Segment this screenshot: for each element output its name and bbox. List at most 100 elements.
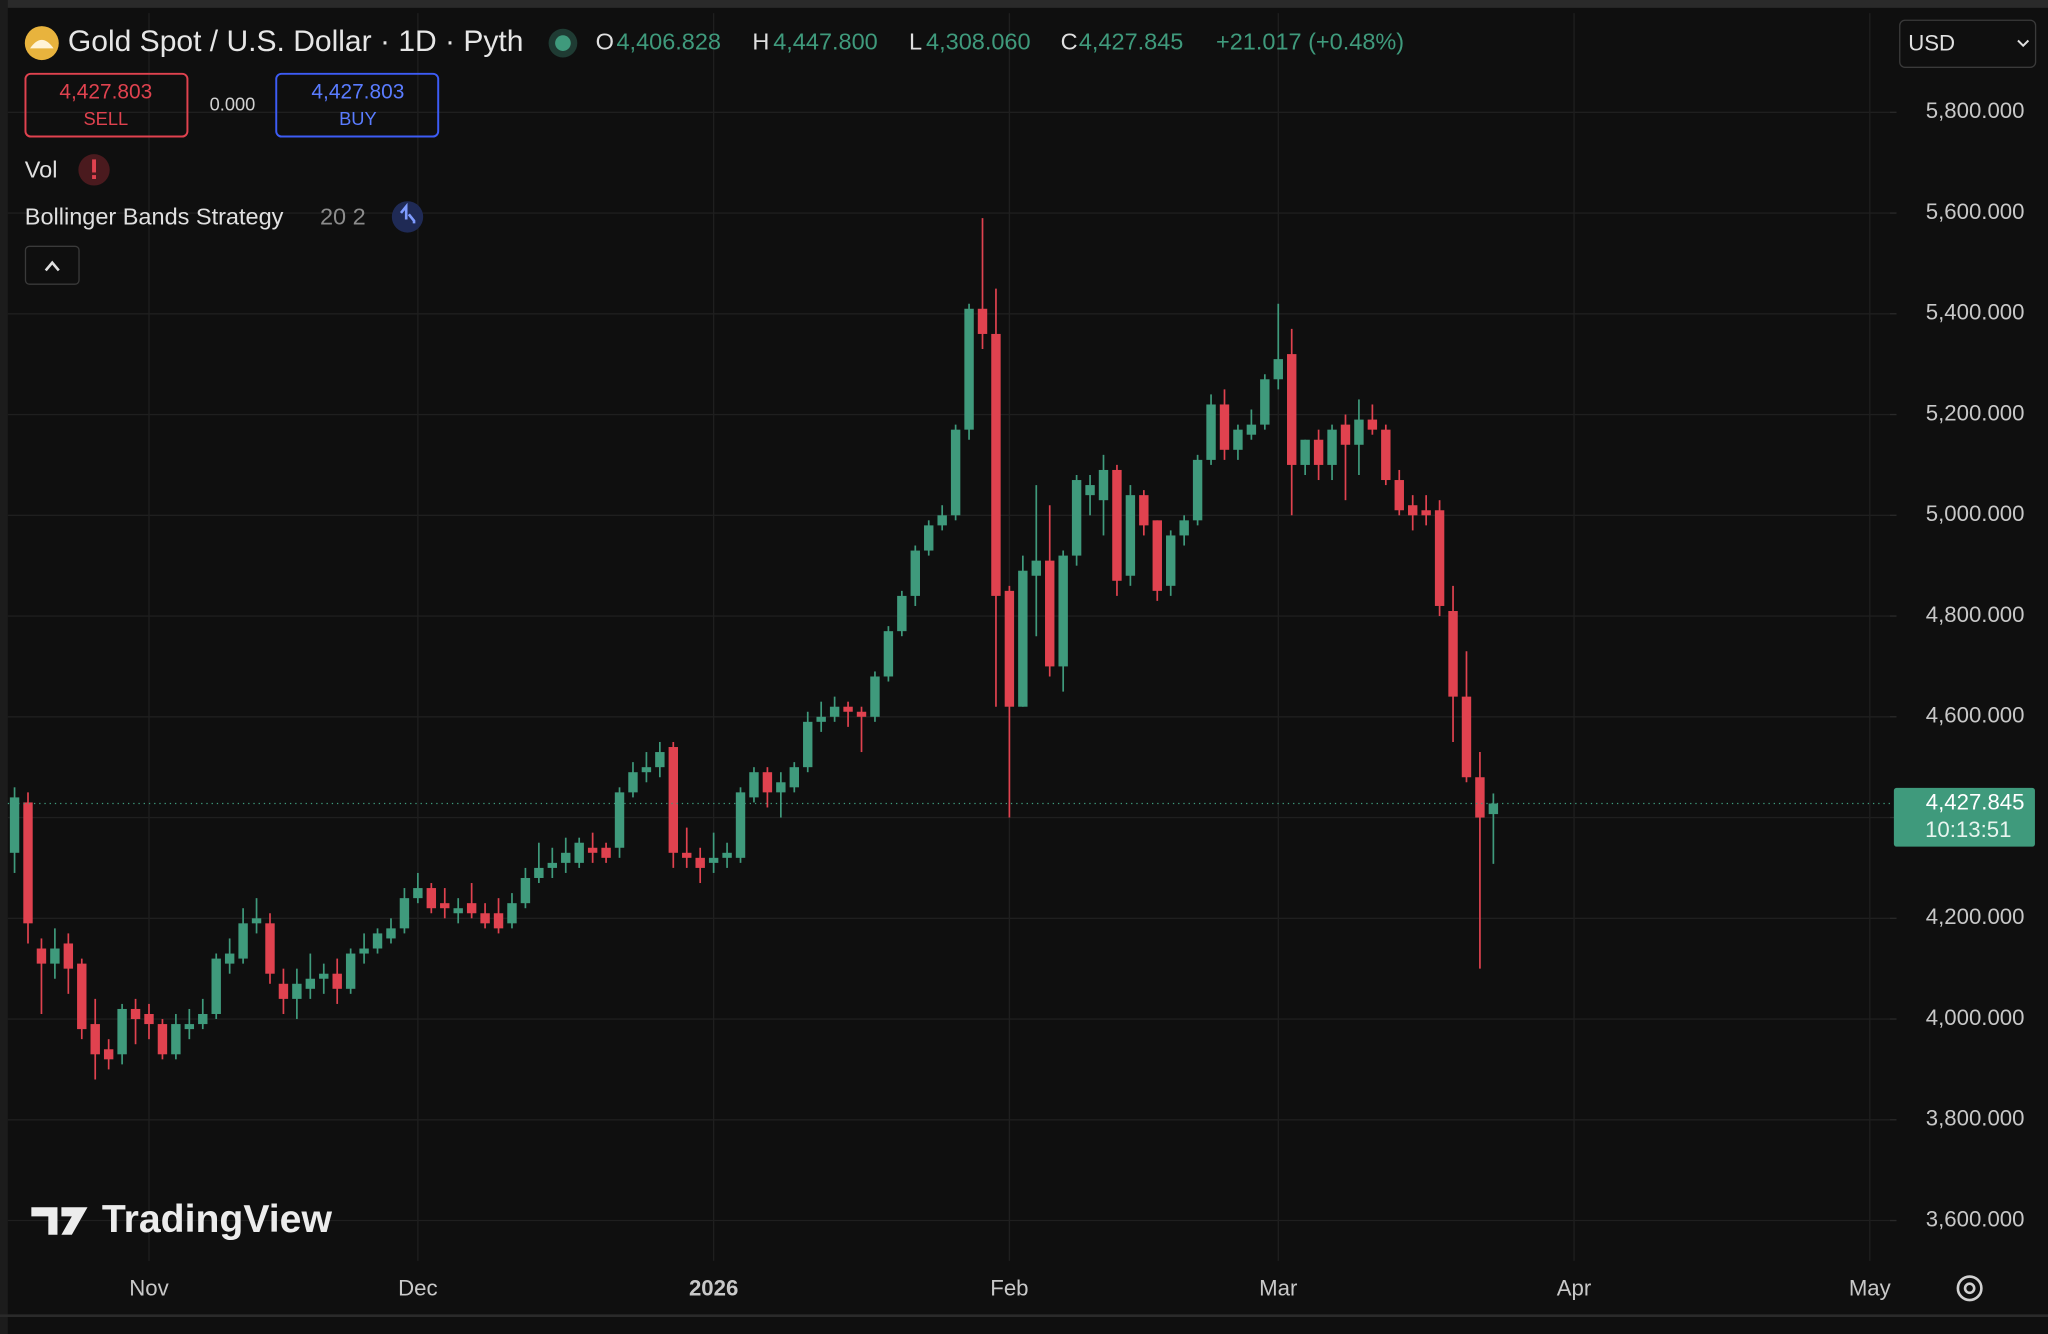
candle-body [1313, 439, 1324, 465]
symbol-icon-shape [30, 39, 54, 49]
candle-body [184, 1024, 195, 1030]
candle-body [1287, 354, 1297, 465]
candle-body [399, 898, 410, 929]
candle-body [1206, 404, 1216, 460]
vol-warning-mark [92, 159, 96, 173]
candle-body [547, 862, 558, 868]
grid: 3,600.000 3,800.000 4,000.000 4,200.000 4,40… [7, 13, 2025, 1300]
y-tick-label: 4,600.000 [1926, 703, 2025, 728]
open-label: O [596, 28, 614, 54]
candle-body [655, 752, 665, 768]
candle-body [964, 308, 974, 430]
candle-body [1246, 424, 1257, 435]
low-label: L [909, 28, 922, 54]
candle-body [345, 953, 356, 989]
candle-body [36, 948, 47, 964]
candle-body [587, 847, 598, 853]
overlay: Gold Spot / U.S. Dollar · 1D · Pyth O 4,… [24, 19, 2037, 1302]
change: +21.017 (+0.48%) [1216, 28, 1404, 54]
close-label: C [1061, 28, 1078, 54]
candle-body [1434, 510, 1445, 606]
vol-label[interactable]: Vol [25, 156, 58, 182]
sell-label: SELL [83, 108, 128, 129]
candles: 4,427.845 10:13:51 [7, 218, 2035, 1080]
candle-body [171, 1024, 181, 1055]
candle-body [157, 1024, 168, 1055]
top-bar [0, 0, 2048, 8]
candle-body [23, 802, 33, 924]
candle-body [561, 852, 571, 863]
candle-body [1045, 560, 1055, 667]
candle-body [897, 595, 907, 632]
candle-body [359, 948, 369, 954]
x-tick-label: Apr [1557, 1275, 1592, 1300]
candle-body [1461, 696, 1472, 778]
candle-body [332, 973, 342, 989]
candle-body [63, 943, 74, 969]
left-edge [0, 0, 8, 1334]
last-price-tag [1893, 787, 2035, 847]
candle-body [708, 857, 719, 863]
indicator-params: 20 2 [320, 203, 366, 229]
market-status-dot [555, 35, 571, 51]
candle-body [1112, 469, 1122, 581]
candle-body [991, 333, 1001, 596]
candle-body [574, 842, 584, 863]
brand-logo [31, 1207, 88, 1235]
candle-body [386, 928, 396, 939]
candle-body [413, 888, 423, 899]
x-tick-label: Nov [129, 1275, 169, 1300]
candle-body [117, 1008, 127, 1055]
candle-body [776, 782, 786, 793]
buy-label: BUY [339, 108, 377, 129]
candle-body [292, 983, 302, 999]
x-tick-label: Dec [398, 1275, 437, 1300]
low-value: 4,308.060 [926, 28, 1031, 54]
candle-body [628, 772, 638, 793]
y-tick-label: 5,800.000 [1926, 98, 2025, 123]
candle-body [1260, 379, 1270, 425]
candle-body [507, 903, 517, 924]
candle-body [977, 308, 988, 334]
candle-body [1300, 439, 1310, 465]
candle-body [493, 913, 504, 929]
x-tick-label: Feb [990, 1275, 1028, 1300]
collapse-button[interactable] [24, 245, 80, 285]
close-value: 4,427.845 [1079, 28, 1184, 54]
candle-body [749, 772, 759, 798]
candle-body [1058, 555, 1068, 667]
symbol-title[interactable]: Gold Spot / U.S. Dollar · 1D · Pyth [68, 25, 524, 58]
candle-body [1098, 469, 1109, 501]
candle-body [1408, 505, 1418, 516]
indicator-icon-shape [399, 202, 416, 224]
spread: 0.000 [210, 94, 256, 115]
candle-body [910, 550, 920, 596]
y-tick-label: 5,200.000 [1926, 400, 2025, 425]
candle-body [453, 908, 463, 914]
indicator-name[interactable]: Bollinger Bands Strategy [25, 203, 284, 229]
candle-body [789, 767, 800, 788]
sell-price: 4,427.803 [59, 80, 152, 103]
candle-body [520, 877, 531, 904]
y-tick-label: 4,200.000 [1926, 904, 2025, 929]
x-tick-label: Mar [1259, 1275, 1298, 1300]
high-label: H [752, 28, 769, 54]
buy-button[interactable] [275, 72, 440, 138]
candle-body [816, 716, 826, 722]
candle-body [803, 721, 813, 768]
candle-body [265, 923, 275, 974]
candle-body [1018, 570, 1028, 707]
candle-body [144, 1013, 154, 1025]
sell-button[interactable] [24, 72, 189, 138]
candle-body [9, 797, 20, 853]
candle-body [50, 948, 60, 964]
candle-body [1166, 535, 1176, 586]
currency-dropdown[interactable] [1899, 19, 2037, 68]
candle-body [77, 963, 87, 1030]
candle-body [480, 913, 490, 924]
candle-body [426, 888, 437, 909]
vol-warning-dot [92, 175, 96, 179]
candle-body [883, 631, 894, 677]
candle-body [950, 429, 961, 516]
settings-button[interactable] [1956, 1275, 1983, 1302]
